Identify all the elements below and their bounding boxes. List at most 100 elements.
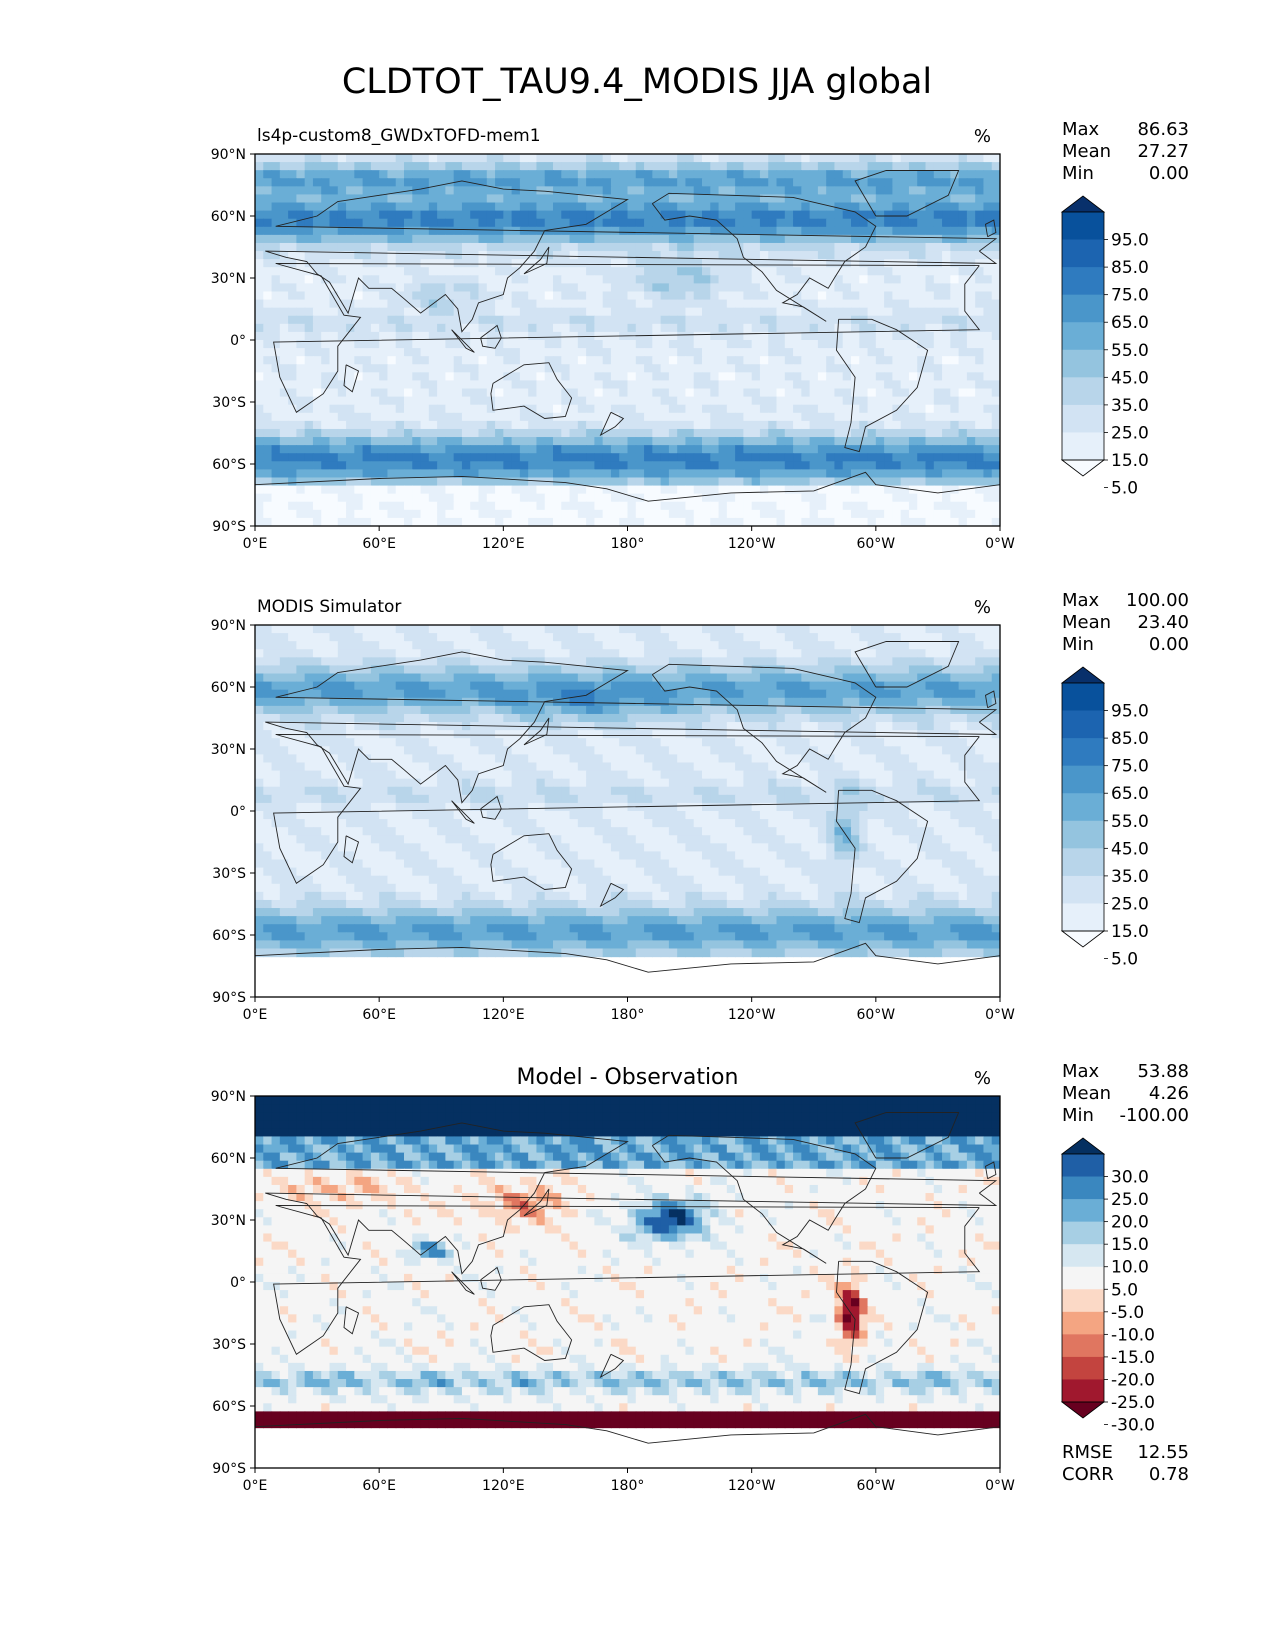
field-cell — [329, 170, 339, 179]
field-cell — [561, 340, 571, 349]
field-cell — [569, 242, 579, 252]
field-cell — [428, 404, 438, 414]
field-cell — [312, 649, 322, 658]
field-cell — [768, 641, 778, 650]
field-cell — [759, 307, 769, 317]
field-cell — [577, 340, 587, 349]
field-cell — [768, 323, 778, 333]
field-cell — [569, 501, 579, 511]
field-cell — [859, 251, 869, 260]
field-cell — [428, 218, 438, 228]
field-cell — [387, 178, 397, 187]
field-cell — [594, 412, 604, 422]
field-cell — [586, 665, 595, 675]
field-cell — [288, 299, 297, 309]
field-cell — [768, 649, 778, 658]
field-cell — [586, 154, 595, 163]
field-cell — [776, 202, 786, 212]
field-cell — [428, 641, 438, 650]
field-cell — [793, 251, 802, 260]
field-cell — [461, 275, 471, 284]
field-cell — [693, 437, 703, 446]
field-cell — [354, 299, 364, 309]
colorbar-label: 55.0 — [1111, 341, 1149, 361]
field-cell — [975, 641, 985, 650]
field-cell — [544, 673, 554, 683]
field-cell — [495, 420, 504, 430]
field-cell — [668, 509, 678, 519]
field-cell — [594, 453, 604, 462]
field-cell — [950, 493, 960, 503]
field-cell — [900, 485, 910, 495]
field-cell — [892, 372, 902, 382]
field-cell — [958, 315, 968, 325]
field-cell — [544, 340, 554, 349]
field-cell — [702, 493, 711, 503]
field-cell — [983, 202, 993, 212]
field-cell — [453, 428, 463, 438]
field-cell — [718, 307, 728, 317]
field-cell — [370, 625, 380, 634]
field-cell — [528, 469, 538, 479]
field-cell — [644, 509, 653, 519]
field-cell — [735, 267, 744, 276]
field-cell — [842, 469, 852, 479]
field-cell — [586, 641, 595, 650]
field-cell — [577, 453, 587, 462]
field-cell — [370, 404, 380, 414]
field-cell — [933, 380, 943, 390]
field-cell — [867, 348, 877, 357]
field-cell — [279, 178, 289, 187]
field-cell — [486, 412, 496, 422]
field-cell — [288, 509, 297, 519]
field-cell — [486, 154, 496, 163]
field-cell — [743, 323, 753, 333]
field-cell — [627, 299, 637, 309]
field-cell — [602, 501, 612, 511]
field-cell — [346, 657, 355, 667]
field-cell — [991, 657, 1000, 667]
field-cell — [437, 202, 446, 212]
field-cell — [503, 234, 513, 244]
field-cell — [420, 283, 430, 293]
field-cell — [826, 437, 836, 446]
field-cell — [379, 437, 389, 446]
field-cell — [743, 485, 753, 495]
field-cell — [842, 234, 852, 244]
field-cell — [486, 477, 496, 487]
field-cell — [635, 625, 645, 634]
field-cell — [503, 420, 513, 430]
field-cell — [461, 509, 471, 519]
field-cell — [908, 364, 918, 373]
field-cell — [693, 162, 703, 171]
field-cell — [337, 445, 347, 454]
field-cell — [817, 218, 827, 228]
field-cell — [337, 275, 347, 284]
field-cell — [569, 437, 579, 446]
field-cell — [255, 291, 264, 301]
field-cell — [437, 493, 446, 503]
field-cell — [610, 323, 620, 333]
field-cell — [619, 186, 629, 196]
field-cell — [495, 242, 504, 252]
field-cell — [428, 372, 438, 382]
field-cell — [702, 509, 711, 519]
field-cell — [627, 323, 637, 333]
field-cell — [966, 356, 976, 365]
field-cell — [627, 259, 637, 268]
field-cell — [561, 461, 571, 470]
field-cell — [817, 340, 827, 349]
field-cell — [966, 388, 976, 398]
field-cell — [644, 251, 653, 260]
field-cell — [892, 673, 902, 683]
field-cell — [908, 420, 918, 430]
field-cell — [842, 428, 852, 438]
field-cell — [312, 283, 322, 293]
field-cell — [925, 517, 935, 526]
field-cell — [461, 331, 471, 341]
field-cell — [942, 242, 951, 252]
field-cell — [486, 283, 496, 293]
field-cell — [768, 340, 778, 349]
field-cell — [370, 485, 380, 495]
field-cell — [428, 259, 438, 268]
